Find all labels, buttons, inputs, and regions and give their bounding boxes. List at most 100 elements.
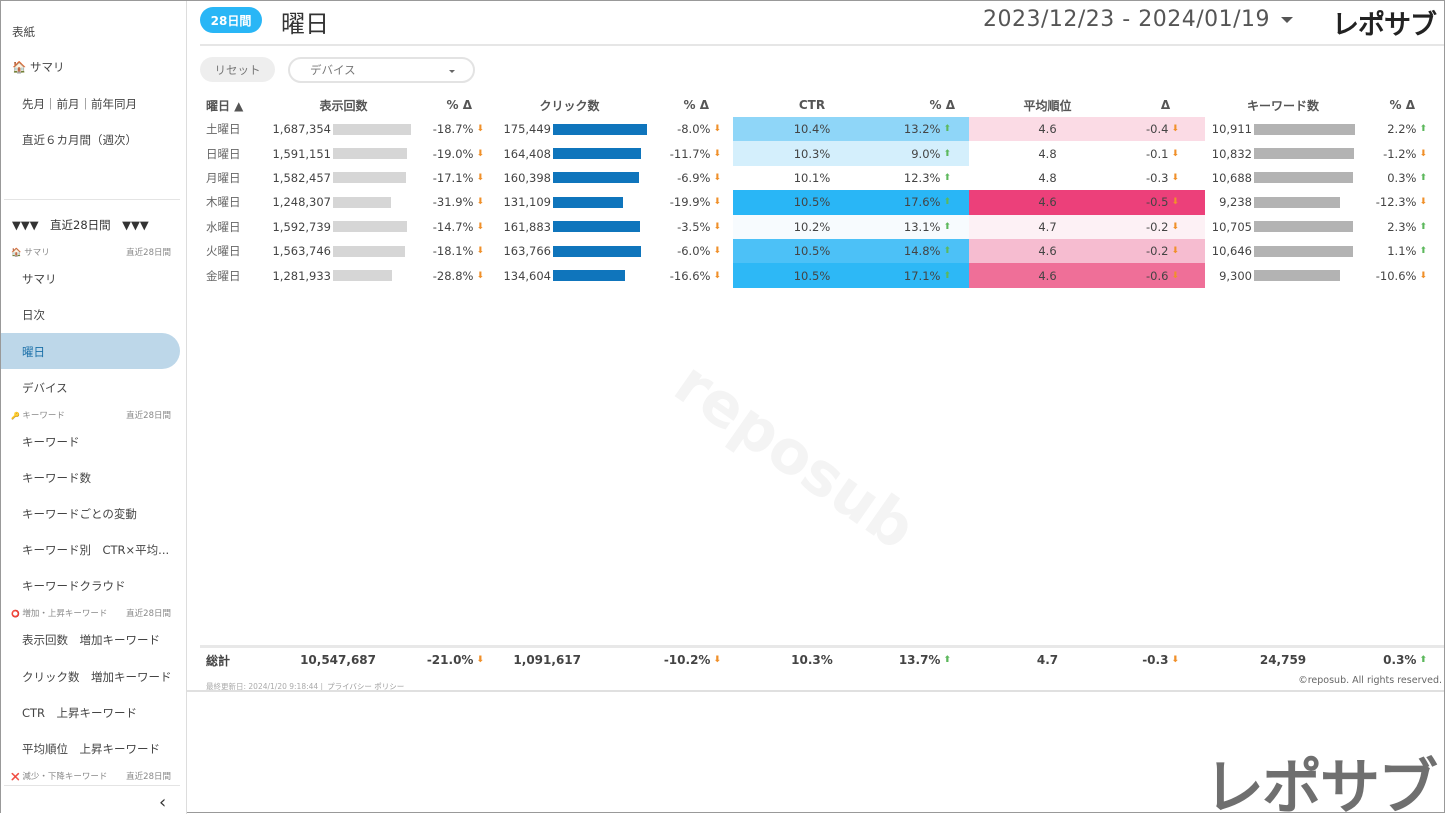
arrow-down-icon: ⬇ bbox=[713, 270, 721, 281]
section-period: 直近28日間 bbox=[126, 411, 171, 421]
total-ctr: 10.3% bbox=[791, 653, 833, 667]
avg-rank-cell: 4.8 bbox=[969, 165, 1126, 191]
column-header[interactable]: % Δ bbox=[1389, 98, 1416, 112]
column-header[interactable]: キーワード数 bbox=[1246, 98, 1319, 113]
reset-button[interactable]: リセット bbox=[200, 57, 275, 82]
column-header[interactable]: Δ bbox=[1160, 98, 1171, 112]
keyword-count-bar bbox=[1254, 270, 1341, 282]
keyword-count-pct-change: 2.2% bbox=[1387, 122, 1417, 137]
sidebar-item-keyword[interactable]: キーワード bbox=[22, 435, 80, 449]
arrow-up-icon: ⬆ bbox=[943, 124, 951, 135]
section-period: 直近28日間 bbox=[126, 248, 171, 258]
arrow-down-icon: ⬇ bbox=[476, 221, 484, 232]
total-clicks: 1,091,617 bbox=[513, 653, 581, 667]
column-header[interactable]: CTR bbox=[798, 98, 826, 112]
ctr-cell: 10.5% bbox=[733, 190, 891, 215]
sidebar-item-daily[interactable]: 日次 bbox=[22, 308, 45, 322]
date-range-dropdown-icon[interactable] bbox=[1281, 17, 1293, 23]
keyword-count-cell: 9,300 bbox=[1219, 268, 1252, 283]
total-keyword-count: 24,759 bbox=[1259, 653, 1307, 667]
sidebar-item-rank-rise[interactable]: 平均順位 上昇キーワード bbox=[22, 742, 160, 756]
section-label: 減少・下降キーワード bbox=[22, 772, 108, 782]
sidebar-item-summary-top[interactable]: 🏠 サマリ bbox=[12, 60, 65, 74]
column-header[interactable]: 曜日 ▲ bbox=[206, 98, 244, 113]
column-header[interactable]: % Δ bbox=[929, 98, 956, 112]
sidebar: 表紙 🏠 サマリ 先月｜前月｜前年同月 直近６カ月間（週次） ▼▼▼ 直近28日… bbox=[1, 1, 187, 814]
avg-rank-change: -0.6 bbox=[1146, 268, 1169, 283]
sidebar-item-keyword-ctr-rank[interactable]: キーワード別 CTR×平均... bbox=[22, 543, 170, 557]
clicks-cell: 161,883 bbox=[503, 219, 551, 234]
arrow-down-icon: ⬇ bbox=[1171, 148, 1179, 159]
sidebar-item-summary[interactable]: サマリ bbox=[22, 272, 57, 286]
avg-rank-cell: 4.6 bbox=[969, 263, 1126, 288]
keyword-count-bar bbox=[1254, 245, 1353, 257]
impressions-pct-change: -31.9% bbox=[432, 195, 474, 210]
clicks-cell: 163,766 bbox=[503, 244, 551, 259]
clicks-pct-change: -11.7% bbox=[669, 146, 711, 161]
device-filter-select[interactable]: デバイス bbox=[288, 57, 475, 83]
circle-icon: ⭕ bbox=[11, 610, 20, 618]
arrow-up-icon: ⬆ bbox=[1419, 172, 1427, 183]
keyword-count-bar bbox=[1254, 221, 1354, 233]
page-title: 曜日 bbox=[281, 10, 329, 38]
table-row: 月曜日 1,582,457 -17.1% ⬇ 160,398 -6.9% ⬇ 10.1% 12.… bbox=[200, 165, 1429, 191]
keyword-count-pct-change: 0.3% bbox=[1387, 170, 1417, 185]
divider bbox=[187, 690, 1444, 692]
sidebar-item-keyword-change[interactable]: キーワードごとの変動 bbox=[22, 507, 137, 521]
sidebar-item-keyword-count[interactable]: キーワード数 bbox=[22, 471, 91, 485]
arrow-down-icon: ⬇ bbox=[713, 148, 721, 159]
total-row: 総計 10,547,687 -21.0% ⬇ 1,091,617 -10.2% ⬇ 10.3%… bbox=[200, 649, 1429, 671]
clicks-bar bbox=[553, 148, 642, 160]
impressions-pct-change: -19.0% bbox=[432, 146, 474, 161]
clicks-cell: 160,398 bbox=[503, 170, 551, 185]
arrow-up-icon: ⬆ bbox=[943, 172, 951, 183]
clicks-bar bbox=[553, 196, 624, 208]
section-label: サマリ bbox=[24, 248, 50, 258]
sidebar-item-cover[interactable]: 表紙 bbox=[12, 25, 35, 39]
sidebar-item-six-months[interactable]: 直近６カ月間（週次） bbox=[22, 133, 137, 147]
section-header-keyword: 🔑 キーワード 直近28日間 bbox=[11, 409, 171, 421]
ctr-cell: 10.4% bbox=[733, 117, 891, 142]
avg-rank-change: -0.1 bbox=[1146, 146, 1169, 161]
column-header[interactable]: 平均順位 bbox=[1023, 98, 1072, 113]
arrow-down-icon: ⬇ bbox=[1171, 655, 1179, 665]
clicks-bar bbox=[553, 221, 640, 233]
sidebar-item-monthly[interactable]: 先月｜前月｜前年同月 bbox=[22, 97, 137, 111]
avg-rank-cell: 4.6 bbox=[969, 117, 1126, 142]
weekday-cell: 月曜日 bbox=[206, 170, 241, 185]
arrow-down-icon: ⬇ bbox=[713, 246, 721, 257]
arrow-up-icon: ⬆ bbox=[943, 148, 951, 159]
impressions-pct-change: -17.1% bbox=[432, 170, 474, 185]
watermark: reposub bbox=[661, 348, 928, 564]
column-header[interactable]: % Δ bbox=[446, 98, 473, 112]
ctr-pct-change: 13.2% bbox=[903, 122, 941, 137]
total-label: 総計 bbox=[206, 653, 231, 668]
sidebar-item-device[interactable]: デバイス bbox=[22, 381, 68, 395]
date-range-picker[interactable]: 2023/12/23 - 2024/01/19 bbox=[983, 7, 1271, 32]
sidebar-item-weekday[interactable]: 曜日 bbox=[22, 345, 45, 359]
sidebar-item-keyword-cloud[interactable]: キーワードクラウド bbox=[22, 579, 126, 593]
section-header-increase: ⭕ 増加・上昇キーワード 直近28日間 bbox=[11, 607, 171, 619]
column-header[interactable]: % Δ bbox=[683, 98, 710, 112]
arrow-down-icon: ⬇ bbox=[713, 172, 721, 183]
total-clicks-pct: -10.2% bbox=[663, 653, 711, 667]
collapse-sidebar-button[interactable]: ‹ bbox=[159, 792, 167, 813]
weekday-cell: 火曜日 bbox=[206, 244, 241, 259]
privacy-policy-link[interactable]: プライバシー ポリシー bbox=[327, 682, 405, 691]
clicks-pct-change: -16.6% bbox=[669, 268, 711, 283]
sidebar-item-impressions-increase[interactable]: 表示回数 増加キーワード bbox=[22, 633, 160, 647]
arrow-down-icon: ⬇ bbox=[476, 172, 484, 183]
column-header[interactable]: 表示回数 bbox=[319, 98, 368, 113]
section-period: 直近28日間 bbox=[126, 772, 171, 782]
column-header[interactable]: クリック数 bbox=[539, 98, 600, 113]
keyword-count-cell: 10,832 bbox=[1211, 146, 1252, 161]
arrow-up-icon: ⬆ bbox=[943, 221, 951, 232]
sidebar-item-ctr-rise[interactable]: CTR 上昇キーワード bbox=[22, 706, 138, 720]
period-header: ▼▼▼ 直近28日間 ▼▼▼ bbox=[12, 218, 149, 232]
sidebar-item-clicks-increase[interactable]: クリック数 増加キーワード bbox=[22, 670, 172, 684]
impressions-cell: 1,248,307 bbox=[272, 195, 331, 210]
avg-rank-cell: 4.6 bbox=[969, 190, 1126, 215]
arrow-down-icon: ⬇ bbox=[476, 246, 484, 257]
arrow-down-icon: ⬇ bbox=[1171, 270, 1179, 281]
impressions-cell: 1,687,354 bbox=[272, 122, 331, 137]
